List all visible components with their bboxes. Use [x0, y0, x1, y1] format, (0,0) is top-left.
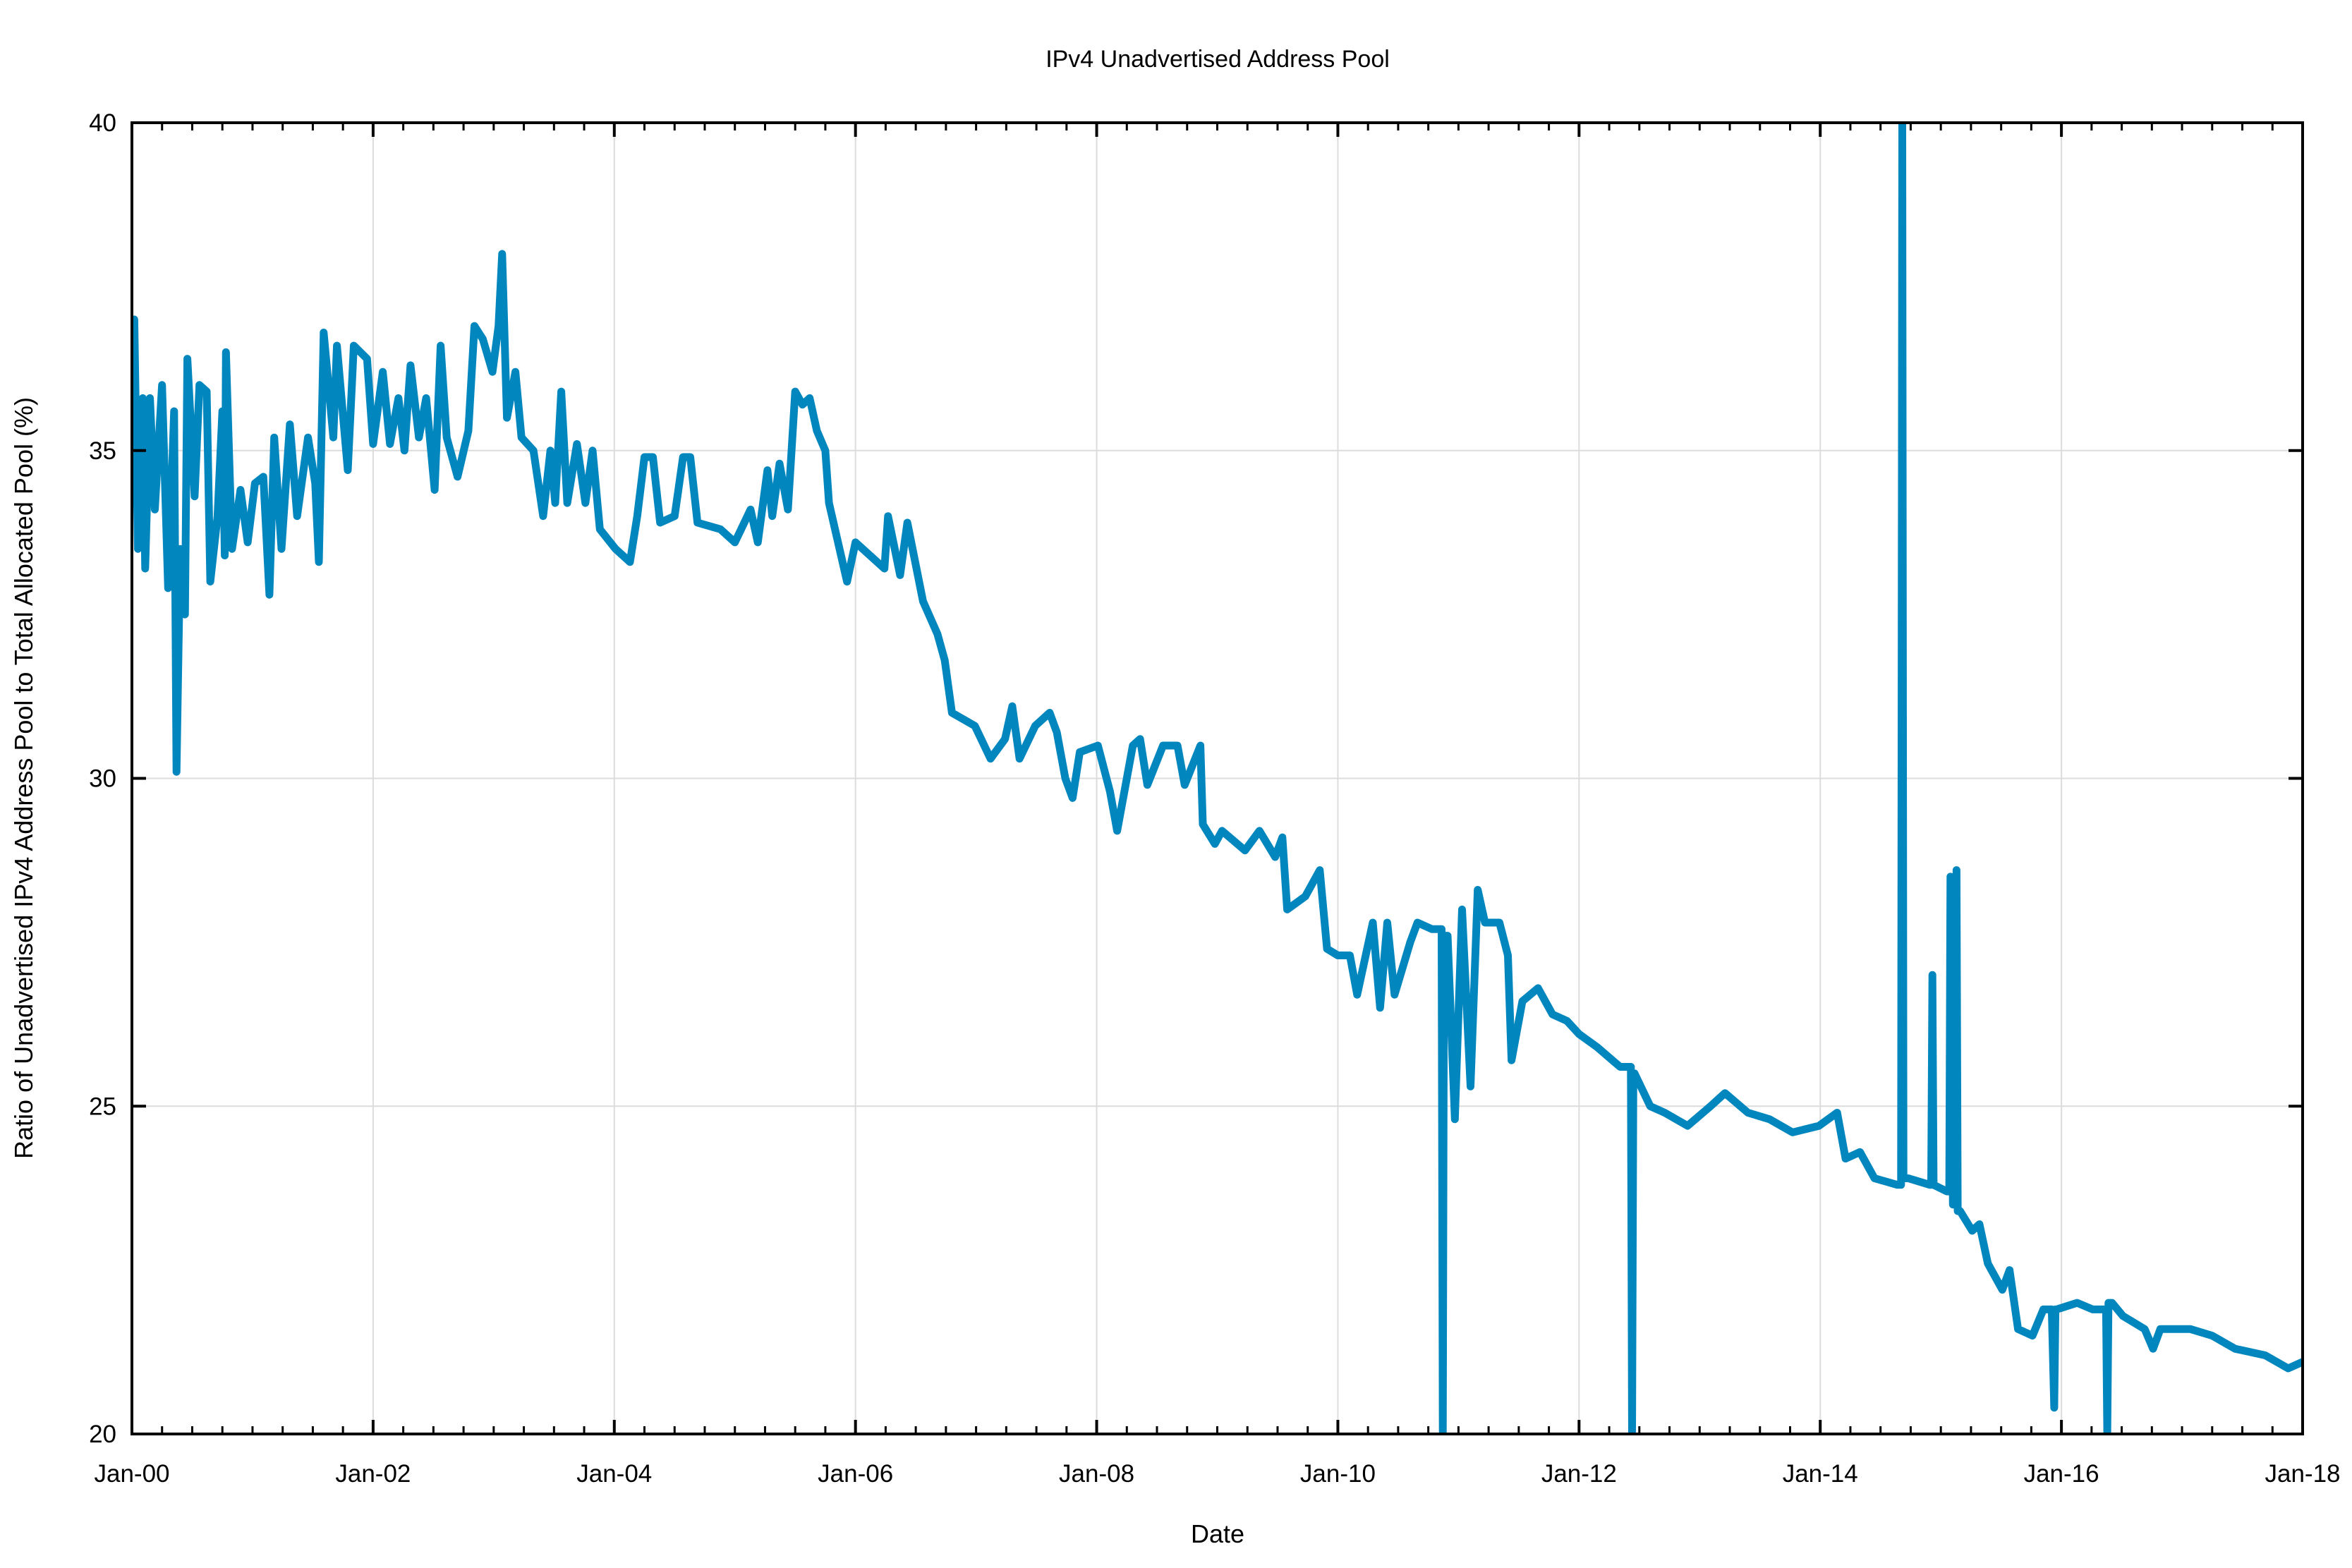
ticks [131, 121, 2304, 1435]
series-line [132, 123, 2303, 1434]
x-tick-label: Jan-12 [1541, 1460, 1617, 1488]
x-tick-label: Jan-04 [576, 1460, 652, 1488]
x-tick-label: Jan-16 [2024, 1460, 2099, 1488]
x-tick-label: Jan-18 [2265, 1460, 2340, 1488]
y-tick-label: 20 [89, 1421, 116, 1448]
chart-title: IPv4 Unadvertised Address Pool [1045, 46, 1390, 73]
gridlines [132, 123, 2303, 1434]
y-tick-label: 35 [89, 437, 116, 465]
y-axis-title: Ratio of Unadvertised IPv4 Address Pool … [9, 397, 38, 1159]
tick-labels: Jan-00 Jan-02 Jan-04 Jan-06 Jan-08 Jan-10 Jan-… [89, 109, 2340, 1488]
y-tick-label: 30 [89, 765, 116, 793]
x-tick-label: Jan-14 [1783, 1460, 1858, 1488]
x-tick-label: Jan-08 [1059, 1460, 1134, 1488]
x-axis-title: Date [1191, 1519, 1244, 1548]
y-tick-label: 25 [89, 1093, 116, 1120]
y-tick-label: 40 [89, 109, 116, 137]
series-group [132, 123, 2303, 1434]
x-tick-label: Jan-06 [818, 1460, 893, 1488]
x-tick-label: Jan-10 [1300, 1460, 1376, 1488]
x-tick-label: Jan-00 [94, 1460, 169, 1488]
x-tick-label: Jan-02 [335, 1460, 411, 1488]
